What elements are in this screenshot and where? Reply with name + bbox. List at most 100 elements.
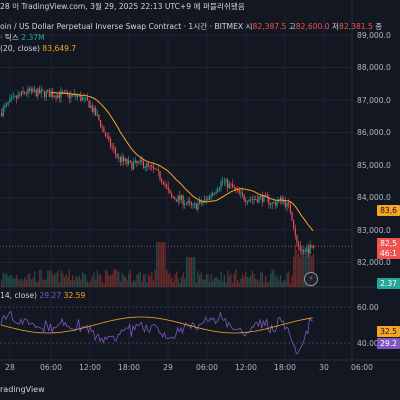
candle-body bbox=[27, 88, 29, 94]
time-tick: 12:00 bbox=[79, 363, 101, 372]
candle-body bbox=[296, 235, 298, 244]
candle-body bbox=[14, 96, 16, 98]
candle-body bbox=[306, 249, 308, 252]
volume-bar bbox=[30, 279, 32, 287]
volume-bar bbox=[71, 275, 74, 287]
volume-bar bbox=[113, 269, 115, 287]
candle-body bbox=[83, 97, 85, 99]
candle-body bbox=[304, 251, 306, 252]
volume-bar bbox=[293, 257, 295, 287]
volume-bar bbox=[271, 269, 273, 287]
candle-body bbox=[147, 163, 150, 166]
candle-body bbox=[133, 162, 135, 170]
candle-body bbox=[9, 98, 11, 103]
candle-body bbox=[286, 202, 288, 207]
volume-bar bbox=[212, 281, 214, 287]
candle-body bbox=[75, 93, 77, 97]
volume-bar bbox=[298, 253, 300, 287]
volume-bar bbox=[222, 281, 224, 287]
candle-body bbox=[166, 184, 168, 187]
candle-body bbox=[238, 189, 240, 194]
volume-value: 2.37 bbox=[21, 33, 39, 42]
candle-body bbox=[4, 105, 6, 108]
candle-body bbox=[253, 199, 255, 201]
candle-body bbox=[137, 161, 140, 164]
volume-bar bbox=[228, 275, 230, 287]
volume-bar bbox=[227, 270, 229, 287]
volume-bar bbox=[149, 275, 151, 287]
volume-bar bbox=[137, 272, 140, 287]
volume-bar bbox=[37, 280, 39, 287]
candle-body bbox=[37, 88, 39, 97]
price-tick: 84,000.0 bbox=[357, 193, 391, 202]
candle-body bbox=[161, 179, 163, 182]
candle-body bbox=[263, 194, 265, 202]
volume-bar bbox=[111, 274, 113, 287]
candle-body bbox=[19, 94, 21, 96]
candle-body bbox=[78, 94, 80, 97]
volume-bar bbox=[20, 278, 23, 287]
volume-bar bbox=[235, 269, 237, 287]
volume-bar bbox=[90, 281, 92, 287]
volume-bar bbox=[182, 272, 184, 287]
candle-body bbox=[62, 91, 64, 93]
candle-body bbox=[106, 136, 108, 137]
volume-bar bbox=[274, 277, 277, 287]
candle-body bbox=[139, 159, 141, 162]
volume-bar bbox=[167, 274, 169, 287]
volume-bar bbox=[116, 270, 118, 287]
volume-bar bbox=[80, 279, 82, 287]
volume-bar bbox=[197, 271, 199, 287]
candle-body bbox=[109, 138, 112, 147]
volume-bar bbox=[194, 257, 196, 287]
candle-body bbox=[205, 199, 207, 200]
candle-body bbox=[207, 199, 209, 200]
candle-body bbox=[182, 195, 184, 205]
candle-body bbox=[30, 88, 32, 92]
candle-body bbox=[220, 182, 222, 188]
candle-body bbox=[284, 200, 286, 207]
candle-body bbox=[251, 199, 253, 201]
candle-body bbox=[53, 96, 55, 97]
volume-bar bbox=[32, 277, 34, 287]
candle-body bbox=[302, 250, 305, 252]
candle-body bbox=[197, 203, 199, 210]
candle-body bbox=[271, 202, 273, 205]
volume-bar bbox=[263, 282, 265, 287]
candle-body bbox=[283, 200, 285, 203]
candle-body bbox=[250, 199, 252, 201]
volume-bar bbox=[83, 273, 85, 287]
volume-bar bbox=[159, 242, 161, 287]
candle-body bbox=[288, 202, 290, 205]
candle-body bbox=[149, 165, 151, 167]
volume-bar bbox=[187, 257, 189, 287]
candle-body bbox=[141, 159, 143, 162]
volume-bar bbox=[207, 274, 209, 287]
candle-body bbox=[225, 179, 227, 182]
volume-bar bbox=[100, 273, 102, 287]
volume-bar bbox=[40, 270, 42, 287]
candle-body bbox=[309, 245, 311, 254]
candle-body bbox=[128, 160, 130, 164]
candle-body bbox=[278, 199, 280, 203]
candle-body bbox=[170, 193, 173, 197]
candle-body bbox=[200, 200, 202, 204]
volume-bar bbox=[152, 280, 155, 287]
volume-bar bbox=[70, 280, 72, 287]
volume-bar bbox=[289, 282, 292, 287]
volume-bar bbox=[311, 255, 313, 287]
candle-body bbox=[228, 183, 230, 188]
candle-body bbox=[57, 94, 59, 99]
candle-body bbox=[203, 199, 206, 202]
symbol-title[interactable]: oin / US Dollar Perpetual Inverse Swap C… bbox=[0, 22, 244, 31]
volume-bar bbox=[265, 275, 267, 287]
volume-bar bbox=[96, 270, 98, 287]
rsi-ma-line bbox=[0, 316, 313, 334]
volume-bar bbox=[208, 281, 211, 287]
lightning-icon[interactable]: ⚡ bbox=[304, 272, 318, 286]
volume-bar bbox=[134, 281, 136, 287]
volume-bar bbox=[169, 272, 171, 287]
candle-body bbox=[86, 97, 88, 101]
volume-bar bbox=[95, 279, 97, 287]
